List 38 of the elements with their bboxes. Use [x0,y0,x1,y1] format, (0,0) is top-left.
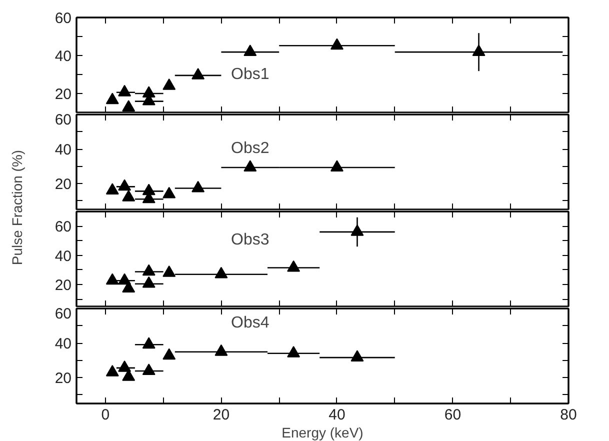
point [106,92,119,104]
point [287,260,300,272]
x-tick-label: 60 [444,406,462,424]
point [244,44,257,56]
x-tick-label: 20 [212,406,230,424]
y-axis-title: Pulse Fraction (%) [9,150,25,266]
point [142,264,156,276]
y-tick-label: 20 [54,370,72,388]
annotation: Obs4 [231,314,270,332]
y-tick-label: 40 [54,142,72,159]
x-axis-title: Energy (keV) [282,424,364,440]
y-tick-label: 40 [54,248,72,265]
y-tick-label: 60 [54,306,72,322]
y-tick-label: 60 [54,218,72,236]
y-tick-label: 40 [54,48,72,65]
y-tick-label: 20 [54,176,72,194]
point [118,84,132,96]
y-tick-label: 60 [54,112,72,128]
point [122,100,136,112]
point [350,224,364,236]
x-tick-label: 0 [101,406,110,424]
y-tick-label: 20 [54,86,72,103]
x-tick-label: 40 [328,406,346,424]
point [162,265,176,277]
annotation: Obs3 [231,232,270,248]
point [192,68,205,80]
y-tick-label: 40 [54,336,72,353]
point [142,276,156,288]
annotation: Obs1 [231,66,270,83]
point [330,38,344,50]
y-tick-label: 60 [54,10,72,27]
point [162,78,176,90]
point [214,266,228,278]
point [106,273,119,285]
x-tick-label: 80 [560,406,577,424]
y-tick-label: 20 [54,277,72,294]
point [472,44,486,56]
annotation: Obs2 [231,140,270,158]
